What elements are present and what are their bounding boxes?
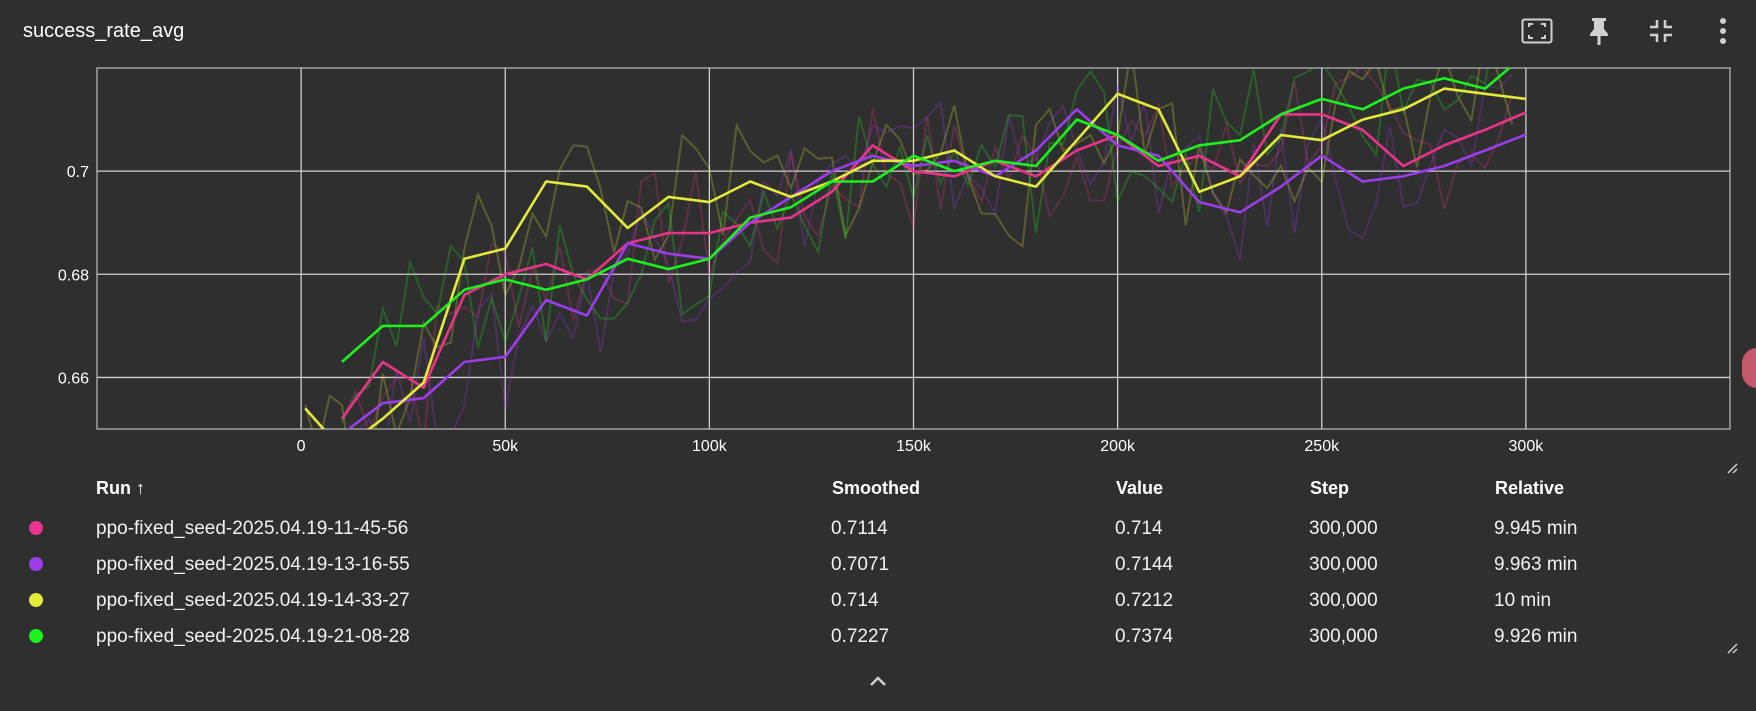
table-row[interactable]: ppo-fixed_seed-2025.04.19-14-33-27 0.714…	[0, 590, 1756, 626]
column-header-run[interactable]: Run ↑	[96, 478, 145, 498]
relative-time: 9.945 min	[1494, 518, 1578, 539]
x-tick-label: 250k	[1304, 438, 1340, 455]
x-tick-label: 50k	[492, 438, 519, 455]
expand-chevron-icon[interactable]	[866, 670, 890, 694]
smoothed-value: 0.7071	[831, 554, 890, 575]
line-chart[interactable]: 0 50k 100k 150k 200k 250k 300k 0.66 0.68 0.7 ppo-f…	[0, 0, 1756, 470]
raw-value: 0.714	[1115, 518, 1163, 539]
column-header-step[interactable]: Step	[1310, 478, 1350, 498]
pin-icon	[1590, 18, 1608, 45]
chart-resize-handle-icon[interactable]	[1726, 462, 1738, 474]
x-tick-label: 0	[297, 438, 306, 455]
step-value: 300,000	[1309, 518, 1378, 539]
run-name: ppo-fixed_seed-2025.04.19-14-33-27	[96, 590, 410, 611]
raw-value: 0.7212	[1115, 590, 1174, 611]
smoothed-value: 0.7227	[831, 626, 890, 647]
x-tick-label: 200k	[1100, 438, 1136, 455]
collapse-icon	[1650, 20, 1672, 42]
table-row[interactable]: ppo-fixed_seed-2025.04.19-11-45-56 0.711…	[0, 518, 1756, 554]
card-title: success_rate_avg	[23, 20, 185, 42]
table-resize-handle-icon[interactable]	[1726, 642, 1738, 654]
raw-series-line	[304, 68, 1514, 429]
table-row[interactable]: ppo-fixed_seed-2025.04.19-21-08-28 0.722…	[0, 626, 1756, 662]
more-vert-icon	[1720, 18, 1726, 44]
series-line[interactable]: ppo-fixed_seed-2025.04.19-11-45-56	[340, 111, 1527, 420]
raw-series-line	[341, 68, 1489, 424]
relative-time: 9.963 min	[1494, 554, 1578, 575]
series-group: ppo-fixed_seed-2025.04.19-11-45-56ppo-fi…	[304, 54, 1527, 450]
relative-time: 10 min	[1494, 590, 1552, 611]
run-color-swatch[interactable]	[29, 593, 43, 607]
y-tick-label: 0.7	[67, 164, 89, 181]
card-toolbar	[1520, 14, 1740, 48]
raw-value: 0.7144	[1115, 554, 1174, 575]
raw-series-line	[358, 73, 1514, 429]
table-row[interactable]: ppo-fixed_seed-2025.04.19-13-16-55 0.707…	[0, 554, 1756, 590]
smoothed-value: 0.714	[831, 590, 879, 611]
x-tick-label: 300k	[1509, 438, 1545, 455]
pin-button[interactable]	[1582, 14, 1616, 48]
run-name: ppo-fixed_seed-2025.04.19-13-16-55	[96, 554, 410, 575]
collapse-button[interactable]	[1644, 14, 1678, 48]
fit-domain-button[interactable]	[1520, 14, 1554, 48]
run-name: ppo-fixed_seed-2025.04.19-21-08-28	[96, 626, 410, 647]
raw-series-line	[340, 68, 1514, 429]
run-color-swatch[interactable]	[29, 557, 43, 571]
y-tick-label: 0.66	[58, 370, 89, 387]
step-value: 300,000	[1309, 554, 1378, 575]
series-line[interactable]: ppo-fixed_seed-2025.04.19-21-08-28	[341, 54, 1526, 363]
x-tick-label: 150k	[896, 438, 932, 455]
raw-value: 0.7374	[1115, 626, 1174, 647]
column-header-relative[interactable]: Relative	[1495, 478, 1565, 498]
more-options-button[interactable]	[1706, 14, 1740, 48]
run-color-swatch[interactable]	[29, 629, 43, 643]
column-header-value[interactable]: Value	[1116, 478, 1164, 498]
relative-time: 9.926 min	[1494, 626, 1578, 647]
run-color-swatch[interactable]	[29, 521, 43, 535]
column-header-smoothed[interactable]: Smoothed	[832, 478, 920, 498]
series-line[interactable]: ppo-fixed_seed-2025.04.19-14-33-27	[304, 87, 1527, 450]
fit-domain-icon	[1521, 18, 1553, 44]
y-tick-label: 0.68	[58, 267, 89, 284]
step-value: 300,000	[1309, 626, 1378, 647]
x-tick-label: 100k	[692, 438, 728, 455]
step-value: 300,000	[1309, 590, 1378, 611]
side-panel-handle[interactable]	[1742, 348, 1756, 388]
smoothed-value: 0.7114	[831, 518, 888, 539]
run-name: ppo-fixed_seed-2025.04.19-11-45-56	[96, 518, 409, 539]
